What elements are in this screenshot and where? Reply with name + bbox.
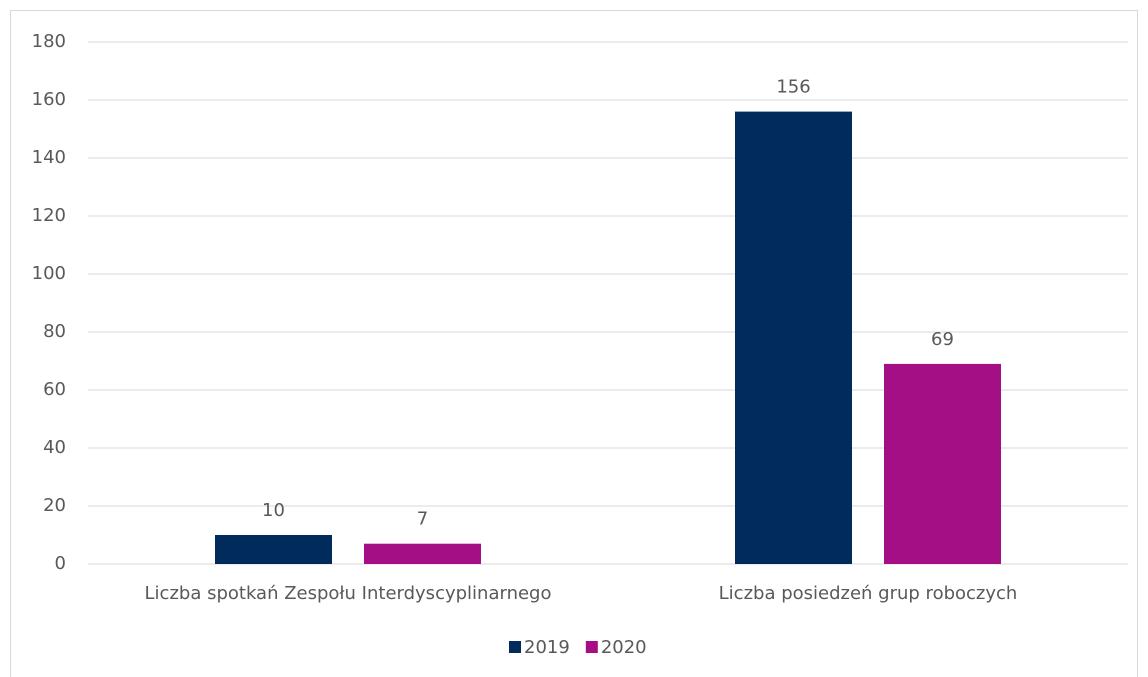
bar <box>364 543 481 564</box>
y-tick-label: 20 <box>43 495 66 516</box>
y-tick-label: 40 <box>43 437 66 458</box>
bar <box>735 111 852 564</box>
y-tick-label: 80 <box>43 321 66 342</box>
data-label: 10 <box>262 500 285 521</box>
y-tick-label: 160 <box>32 89 66 110</box>
data-label: 69 <box>931 329 954 350</box>
data-label: 156 <box>776 77 810 98</box>
x-tick-label: Liczba spotkań Zespołu Interdyscyplinarn… <box>145 583 552 604</box>
bar <box>215 535 332 564</box>
y-tick-label: 140 <box>32 147 66 168</box>
legend-label: 2019 <box>524 637 570 658</box>
legend-swatch <box>585 641 598 653</box>
x-tick-label: Liczba posiedzeń grup roboczych <box>719 583 1018 604</box>
y-tick-label: 0 <box>55 553 66 574</box>
y-tick-label: 100 <box>32 263 66 284</box>
bar <box>884 363 1001 564</box>
y-tick-label: 120 <box>32 205 66 226</box>
y-tick-label: 180 <box>32 31 66 52</box>
legend-swatch <box>509 641 521 653</box>
y-tick-label: 60 <box>43 379 66 400</box>
legend-label: 2020 <box>601 637 647 658</box>
chart-border <box>10 10 1138 677</box>
data-label: 7 <box>417 509 428 530</box>
